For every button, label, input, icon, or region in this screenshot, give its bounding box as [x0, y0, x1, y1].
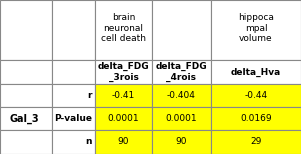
Text: delta_Hva: delta_Hva: [231, 67, 281, 77]
Bar: [211, 84, 301, 107]
Text: -0.41: -0.41: [112, 91, 135, 100]
Bar: [152, 107, 211, 130]
Bar: [95, 107, 152, 130]
Text: 0.0001: 0.0001: [108, 114, 139, 123]
Bar: [152, 130, 211, 154]
Bar: [52, 84, 95, 107]
Text: 90: 90: [176, 138, 187, 146]
Bar: [0, 60, 52, 84]
Text: r: r: [88, 91, 92, 100]
Bar: [95, 84, 152, 107]
Text: 0.0001: 0.0001: [166, 114, 197, 123]
Bar: [211, 130, 301, 154]
Bar: [95, 60, 152, 84]
Text: delta_FDG
_3rois: delta_FDG _3rois: [98, 62, 149, 82]
Text: -0.404: -0.404: [167, 91, 196, 100]
Text: n: n: [85, 138, 92, 146]
Bar: [0, 107, 52, 130]
Bar: [95, 0, 152, 60]
Text: -0.44: -0.44: [244, 91, 268, 100]
Text: 0.0169: 0.0169: [240, 114, 272, 123]
Bar: [52, 0, 95, 60]
Bar: [0, 130, 52, 154]
Text: Gal_3: Gal_3: [9, 114, 39, 124]
Bar: [0, 0, 52, 60]
Bar: [52, 107, 95, 130]
Bar: [95, 130, 152, 154]
Bar: [152, 0, 211, 60]
Bar: [152, 60, 211, 84]
Bar: [211, 60, 301, 84]
Bar: [52, 130, 95, 154]
Bar: [0, 84, 52, 107]
Bar: [211, 0, 301, 60]
Bar: [52, 60, 95, 84]
Bar: [211, 107, 301, 130]
Text: brain
neuronal
cell death: brain neuronal cell death: [101, 13, 146, 43]
Text: delta_FDG
_4rois: delta_FDG _4rois: [156, 62, 207, 82]
Text: 90: 90: [118, 138, 129, 146]
Text: P-value: P-value: [54, 114, 92, 123]
Text: hippoca
mpal
volume: hippoca mpal volume: [238, 13, 274, 43]
Bar: [152, 84, 211, 107]
Text: 29: 29: [250, 138, 262, 146]
